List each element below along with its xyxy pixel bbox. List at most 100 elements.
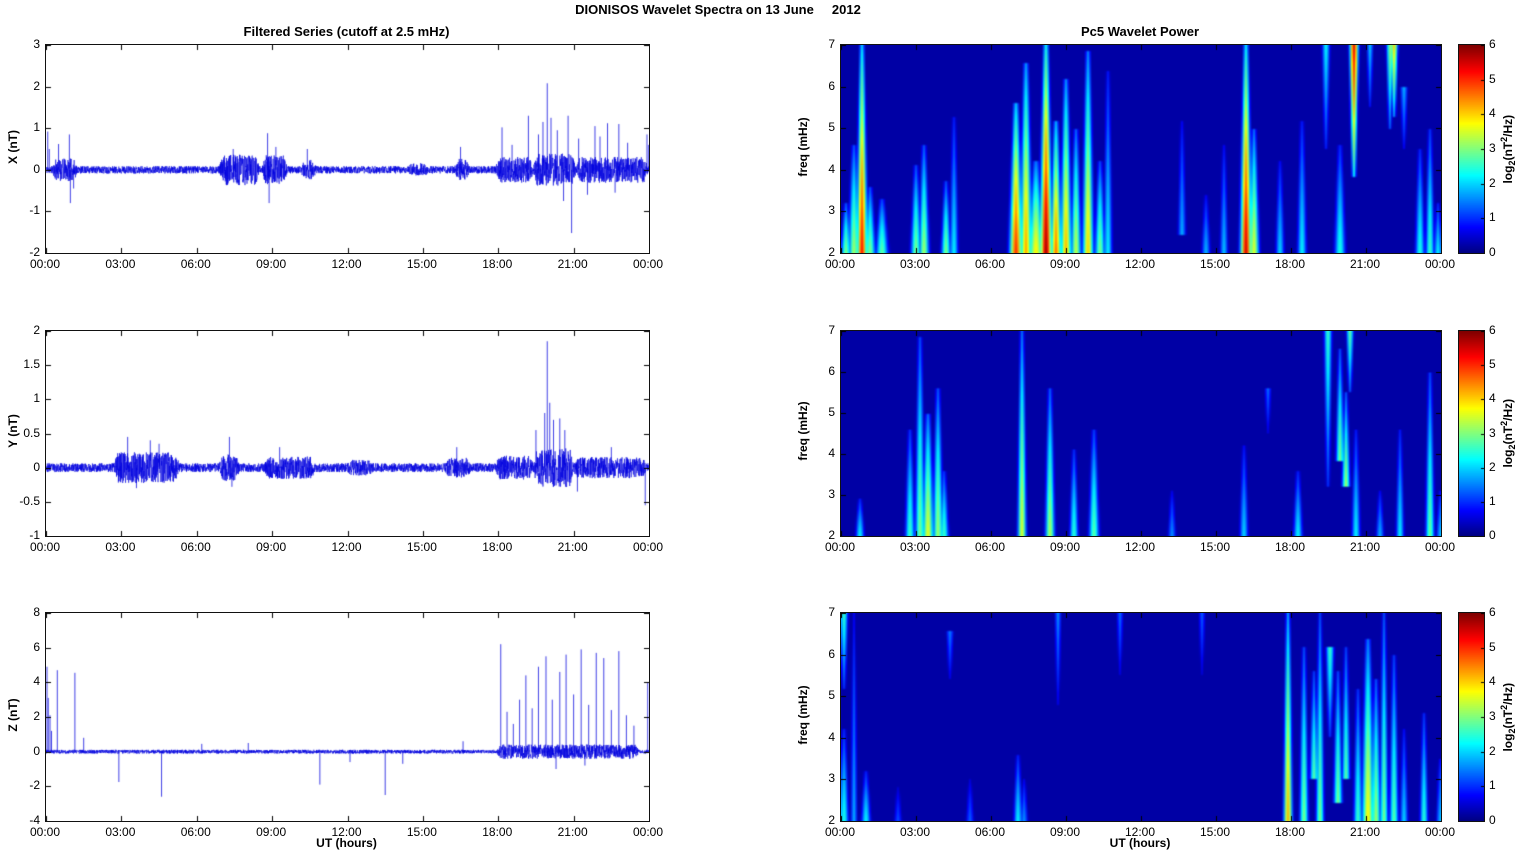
y-tick-label: 3 — [828, 203, 835, 218]
colorbar-tick-label: 0 — [1489, 813, 1496, 827]
z-spec-freq-label: freq (mHz) — [796, 685, 810, 745]
y-tick-label: 7 — [828, 37, 835, 51]
x-tick-label: 18:00 — [482, 257, 513, 271]
x-tick-label: 15:00 — [1199, 540, 1231, 554]
x-tick-label: 00:00 — [824, 257, 856, 271]
colorbar-tick-label: 1 — [1489, 210, 1496, 225]
y-tick-label: 4 — [828, 446, 835, 460]
y-tick-label: -1 — [29, 203, 40, 218]
x-tick-label: 09:00 — [256, 825, 287, 839]
x-tick-label: 21:00 — [557, 540, 588, 554]
x-tick-label: 00:00 — [632, 540, 664, 554]
x-tick-label: 06:00 — [974, 540, 1006, 554]
filtered-series-title: Filtered Series (cutoff at 2.5 mHz) — [243, 24, 450, 39]
y-tick-label: 6 — [828, 78, 835, 93]
x-timeseries-plot — [45, 44, 650, 254]
x-tick-label: 00:00 — [1424, 540, 1456, 554]
x-tick-label: 21:00 — [557, 257, 588, 271]
x-tick-label: 00:00 — [29, 540, 61, 554]
ut-hours-label-left: UT (hours) — [316, 836, 377, 850]
x-tick-label: 15:00 — [406, 825, 437, 839]
x-tick-label: 00:00 — [29, 825, 61, 839]
colorbar-tick-label: 2 — [1489, 175, 1496, 190]
y-timeseries-plot — [45, 330, 650, 537]
colorbar-tick-label: 4 — [1489, 391, 1496, 406]
x-tick-label: 03:00 — [105, 257, 136, 271]
colorbar-z — [1458, 612, 1485, 822]
x-tick-label: 12:00 — [1124, 540, 1156, 554]
colorbar-tick-label: 5 — [1489, 357, 1496, 372]
z-timeseries-plot — [45, 612, 650, 822]
colorbar-tick-label: 6 — [1489, 37, 1496, 51]
y-tick-label: 5 — [828, 688, 835, 703]
y-tick-label: 2 — [33, 323, 40, 337]
y-tick-label: 7 — [828, 605, 835, 619]
y-tick-label: -2 — [29, 245, 40, 259]
y-tick-label: 0 — [33, 161, 40, 176]
colorbar-tick-label: 0 — [1489, 528, 1496, 542]
x-tick-label: 06:00 — [180, 825, 211, 839]
x-tick-label: 18:00 — [1274, 257, 1306, 271]
wavelet-power-title: Pc5 Wavelet Power — [1080, 24, 1199, 39]
x-tick-label: 03:00 — [899, 257, 931, 271]
x-tick-label: 12:00 — [1124, 257, 1156, 271]
colorbar-tick-label: 6 — [1489, 605, 1496, 619]
y-tick-label: -0.5 — [19, 493, 40, 508]
y-tick-label: 4 — [828, 161, 835, 176]
x-tick-label: 15:00 — [1199, 825, 1231, 839]
x-tick-label: 03:00 — [105, 540, 136, 554]
figure-title: DIONISOS Wavelet Spectra on 13 June 2012 — [575, 2, 861, 17]
x-tick-label: 21:00 — [557, 825, 588, 839]
x-tick-label: 12:00 — [331, 540, 362, 554]
colorbar-tick-label: 2 — [1489, 743, 1496, 758]
y-tick-label: 0 — [33, 459, 40, 474]
x-spec-freq-label: freq (mHz) — [796, 117, 810, 177]
y-tick-label: 3 — [828, 771, 835, 786]
x-tick-label: 15:00 — [406, 540, 437, 554]
x-tick-label: 09:00 — [1049, 540, 1081, 554]
x-tick-label: 00:00 — [632, 257, 664, 271]
y-tick-label: 2 — [828, 245, 835, 259]
x-tick-label: 21:00 — [1349, 825, 1381, 839]
y-tick-label: 5 — [828, 120, 835, 135]
colorbar-tick-label: 2 — [1489, 459, 1496, 474]
y-tick-label: 1 — [33, 120, 40, 135]
colorbar-tick-label: 1 — [1489, 493, 1496, 508]
x-tick-label: 09:00 — [1049, 257, 1081, 271]
y-tick-label: 6 — [828, 364, 835, 378]
x-tick-label: 12:00 — [331, 257, 362, 271]
y-tick-label: 8 — [33, 605, 40, 619]
y-tick-label: 7 — [828, 323, 835, 337]
x-tick-label: 03:00 — [899, 825, 931, 839]
x-tick-label: 09:00 — [1049, 825, 1081, 839]
x-tick-label: 09:00 — [256, 540, 287, 554]
y-tick-label: 1.5 — [23, 357, 40, 372]
y-tick-label: -2 — [29, 778, 40, 793]
x-tick-label: 00:00 — [1424, 257, 1456, 271]
x-tick-label: 21:00 — [1349, 257, 1381, 271]
colorbar-tick-label: 4 — [1489, 106, 1496, 121]
x-tick-label: 21:00 — [1349, 540, 1381, 554]
y-tick-label: 0.5 — [23, 425, 40, 440]
colorbar-tick-label: 5 — [1489, 639, 1496, 654]
x-tick-label: 06:00 — [974, 825, 1006, 839]
x-tick-label: 18:00 — [482, 825, 513, 839]
colorbar-tick-label: 6 — [1489, 323, 1496, 337]
x-tick-label: 18:00 — [1274, 540, 1306, 554]
ut-hours-label-right: UT (hours) — [1109, 836, 1171, 850]
colorbar-tick-label: 5 — [1489, 71, 1496, 86]
x-tick-label: 18:00 — [482, 540, 513, 554]
y-tick-label: 1 — [33, 391, 40, 406]
x-wavelet-spectrogram — [840, 44, 1442, 254]
x-tick-label: 06:00 — [974, 257, 1006, 271]
x-tick-label: 00:00 — [29, 257, 61, 271]
x-tick-label: 00:00 — [824, 540, 856, 554]
colorbar-tick-label: 1 — [1489, 778, 1496, 793]
x-tick-label: 09:00 — [256, 257, 287, 271]
y-tick-label: 2 — [33, 78, 40, 93]
x-tick-label: 03:00 — [105, 825, 136, 839]
y-tick-label: 6 — [828, 646, 835, 661]
y-tick-label: 2 — [828, 528, 835, 542]
y-spec-freq-label: freq (mHz) — [796, 401, 810, 461]
y-tick-label: -1 — [29, 528, 40, 542]
